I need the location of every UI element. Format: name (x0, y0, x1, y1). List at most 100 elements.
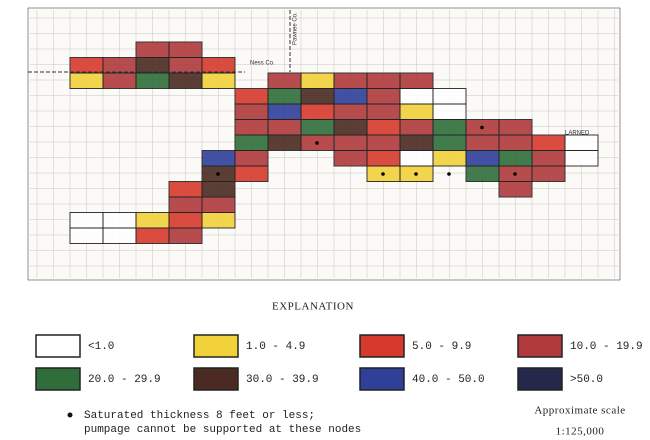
cell (69, 72, 104, 89)
legend-label: 40.0 - 50.0 (412, 374, 485, 386)
dot-symbol (67, 412, 73, 418)
legend-swatch (35, 367, 81, 391)
cell (201, 212, 236, 229)
cell (267, 134, 302, 151)
dot (381, 172, 385, 176)
cell (531, 150, 566, 167)
cell (234, 150, 269, 167)
cell (234, 103, 269, 120)
cell (135, 41, 170, 58)
cell (267, 88, 302, 105)
cell (201, 72, 236, 89)
cell (366, 72, 401, 89)
cells (69, 41, 599, 244)
cell (333, 150, 368, 167)
dot (513, 172, 517, 176)
cell (432, 103, 467, 120)
dot (480, 125, 484, 130)
cell (432, 88, 467, 105)
cell (102, 227, 137, 244)
cell (234, 119, 269, 136)
cell (399, 103, 434, 120)
cell (102, 212, 137, 229)
cell (432, 134, 467, 151)
legend: <1.0 1.0 - 4.9 5.0 - 9.9 10.0 - 19.9 20.0 - … (35, 334, 643, 391)
dot (414, 172, 418, 176)
legend-label: >50.0 (570, 374, 603, 386)
cell (69, 57, 104, 74)
cell (69, 212, 104, 229)
cell (168, 57, 203, 74)
cell (135, 227, 170, 244)
cell (168, 196, 203, 213)
cell (564, 134, 599, 151)
cell (366, 103, 401, 120)
cell (399, 119, 434, 136)
cell (300, 103, 335, 120)
cell (465, 165, 500, 182)
cell (168, 212, 203, 229)
cell (234, 134, 269, 151)
legend-swatch (35, 334, 81, 358)
legend-swatch (193, 334, 239, 358)
legend-label: 20.0 - 29.9 (88, 374, 161, 386)
legend-swatch (359, 367, 405, 391)
cell (168, 227, 203, 244)
cell (69, 227, 104, 244)
cell (135, 57, 170, 74)
cell (498, 181, 533, 198)
cell (531, 165, 566, 182)
cell (267, 119, 302, 136)
cell (465, 134, 500, 151)
dot (447, 172, 451, 176)
legend-label: 5.0 - 9.9 (412, 341, 471, 353)
cell (333, 134, 368, 151)
cell (399, 134, 434, 151)
legend-swatch (193, 367, 239, 391)
cell (333, 88, 368, 105)
cell (399, 72, 434, 89)
legend-label: 1.0 - 4.9 (246, 341, 305, 353)
cell (399, 150, 434, 167)
cell (168, 72, 203, 89)
cell (201, 196, 236, 213)
cell (465, 150, 500, 167)
cell (432, 150, 467, 167)
cell (135, 72, 170, 89)
legend-swatch (517, 367, 563, 391)
note-line: pumpage cannot be supported at these nod… (84, 424, 361, 436)
legend-label: <1.0 (88, 341, 114, 353)
town-label: LARNED (565, 131, 590, 137)
cell (531, 134, 566, 151)
cell (267, 103, 302, 120)
dot (216, 172, 220, 176)
legend-label: 30.0 - 39.9 (246, 374, 319, 386)
explanation-title: EXPLANATION (272, 301, 354, 313)
cell (498, 134, 533, 151)
county-label: Pawnee Co. (293, 12, 299, 45)
cell (333, 72, 368, 89)
cell (234, 88, 269, 105)
cell (498, 119, 533, 136)
legend-swatch (517, 334, 563, 358)
cell (498, 150, 533, 167)
cell (366, 119, 401, 136)
cell (135, 212, 170, 229)
legend-label: 10.0 - 19.9 (570, 341, 643, 353)
cell (234, 165, 269, 182)
cell (201, 181, 236, 198)
note-line: Saturated thickness 8 feet or less; (84, 410, 315, 422)
cell (564, 150, 599, 167)
cell (267, 72, 302, 89)
scale-value: 1:125,000 (556, 426, 605, 438)
cell (201, 57, 236, 74)
cell (201, 150, 236, 167)
cell (366, 88, 401, 105)
county-label: Ness Co. (250, 61, 275, 67)
scale-title: Approximate scale (534, 405, 625, 417)
cell (102, 57, 137, 74)
cell (366, 134, 401, 151)
cell (333, 103, 368, 120)
dot (315, 141, 319, 145)
